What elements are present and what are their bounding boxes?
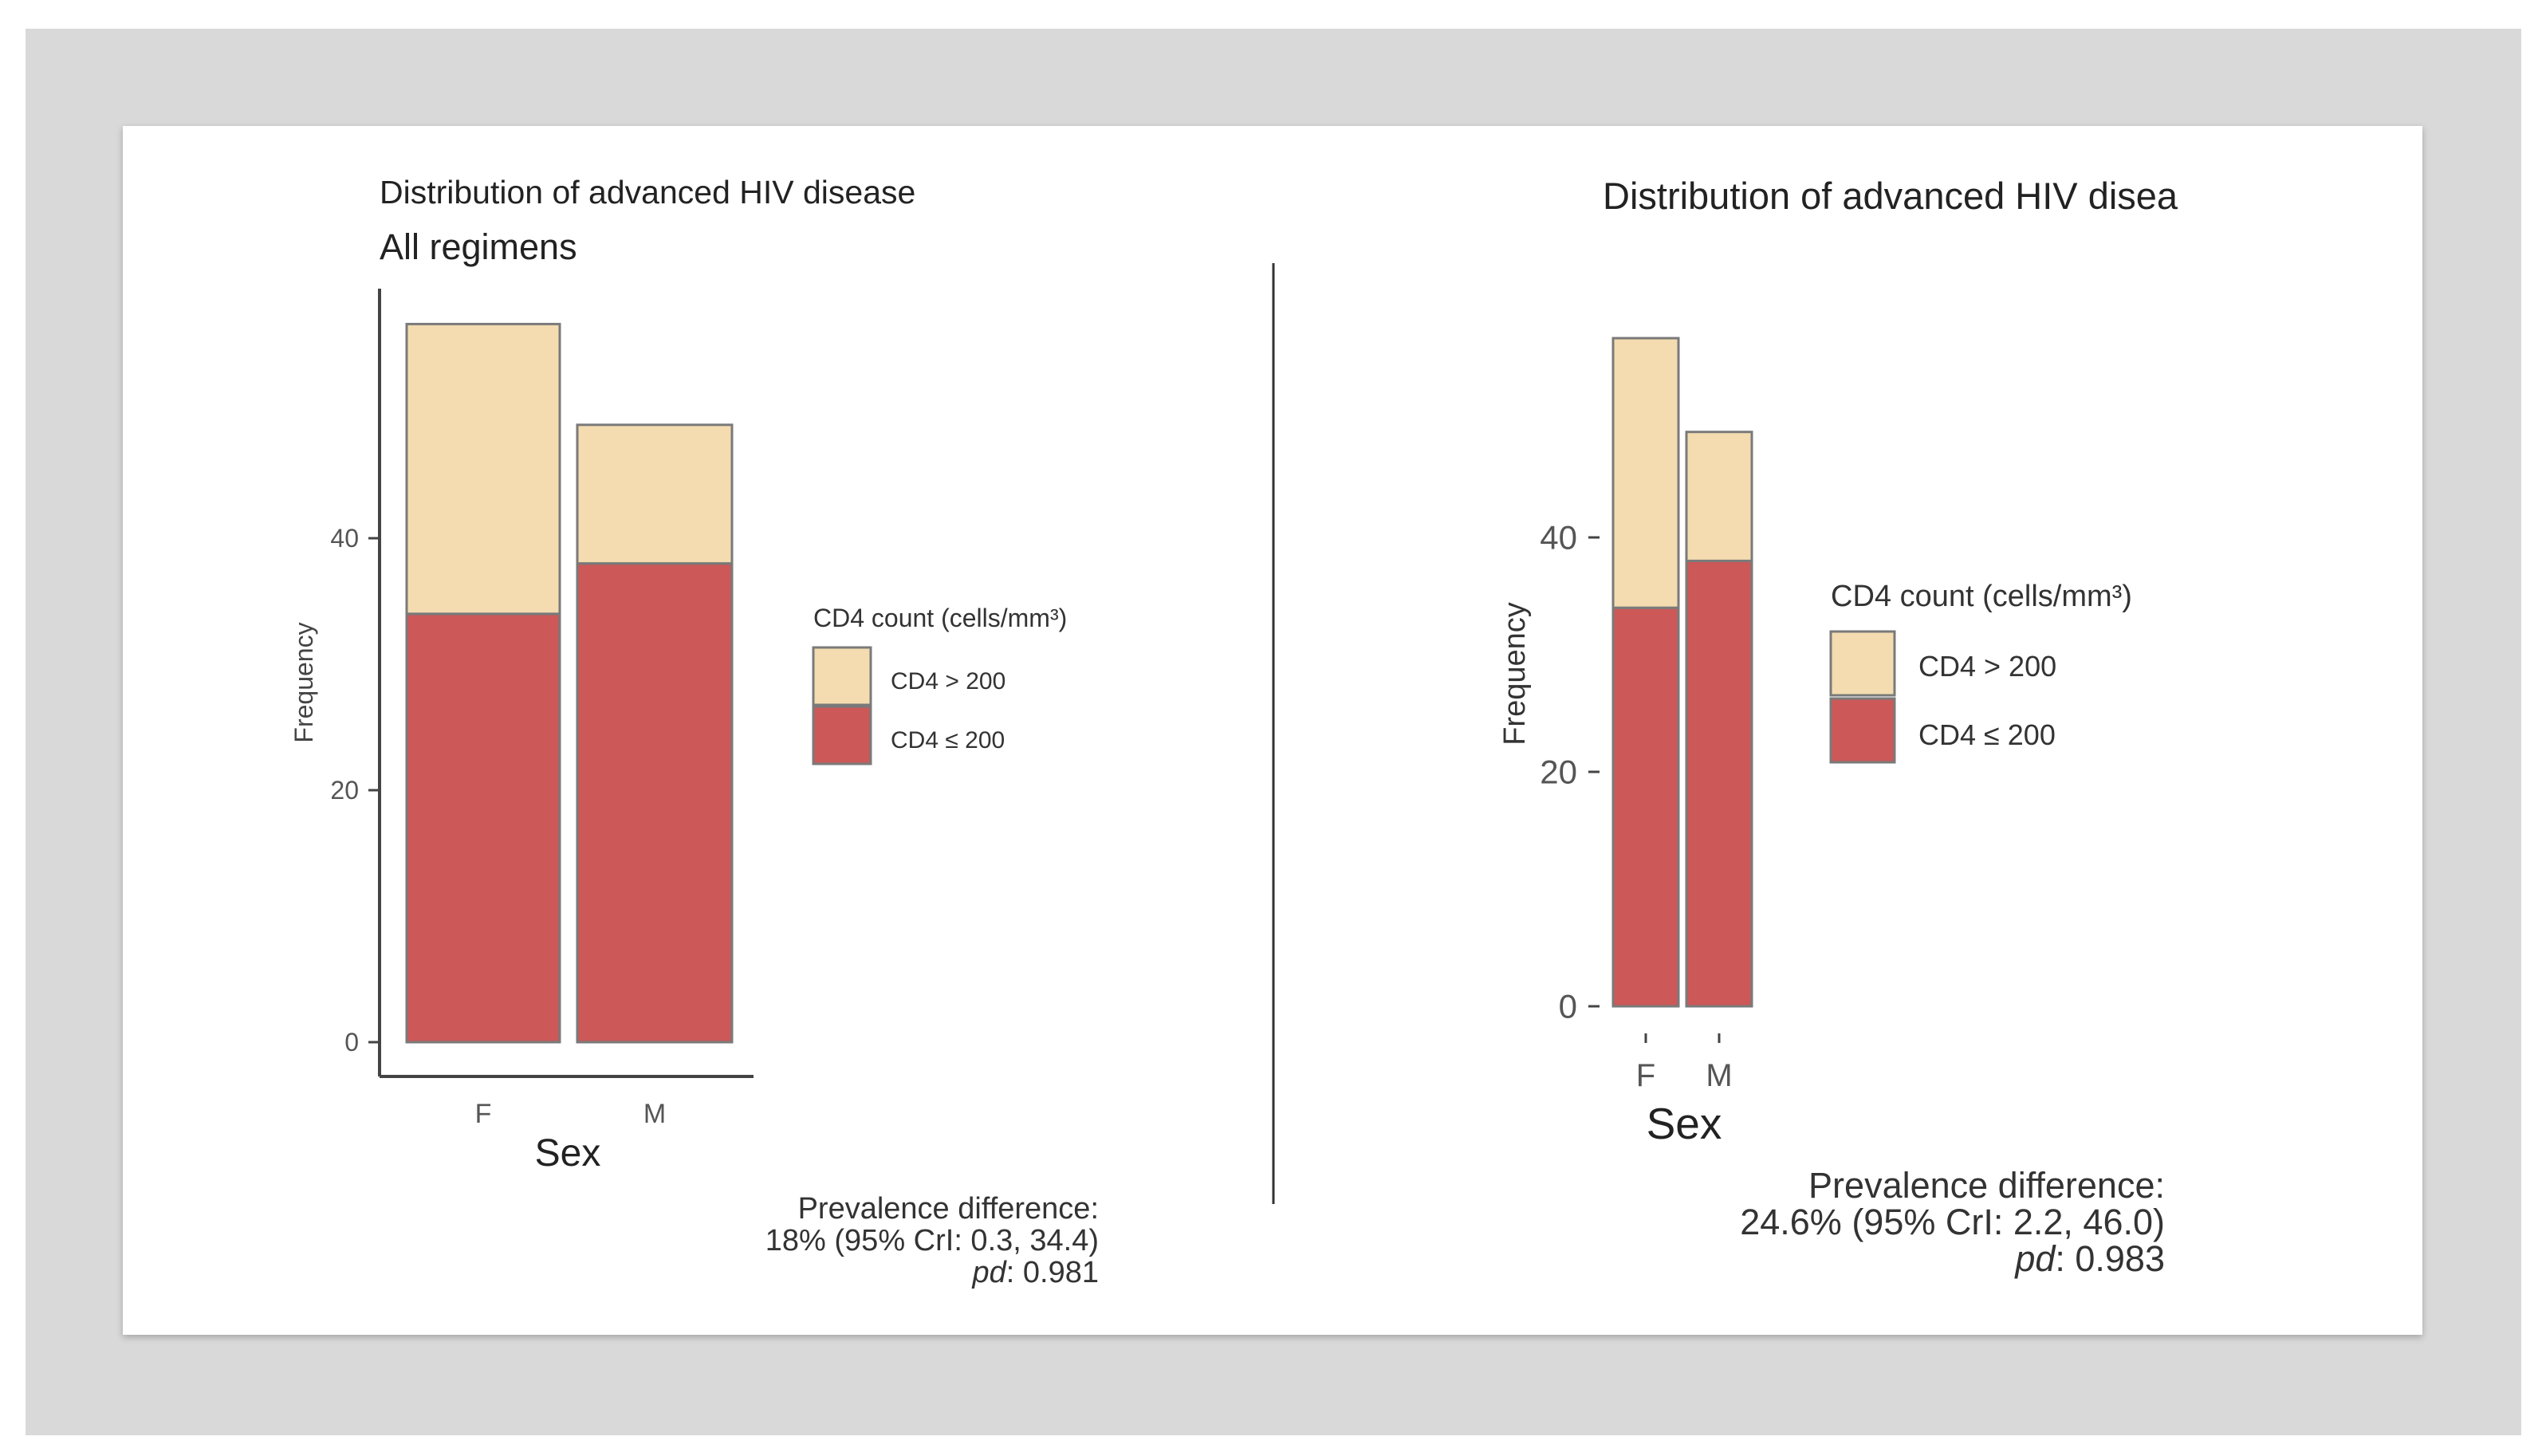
chart2-y-tick-label-40: 40	[1540, 519, 1577, 557]
chart1-y-tick-label-0: 0	[344, 1028, 359, 1057]
chart1-subtitle: All regimens	[380, 226, 577, 267]
chart2-y-axis-label: Frequency	[1498, 602, 1532, 746]
chart2-annotation-pd: pd: 0.983	[2013, 1238, 2165, 1279]
chart1-bar-m-cd4-high	[576, 423, 734, 565]
chart-marks: 0 20 40 F M 0 20 40 F M	[330, 289, 1896, 1129]
chart2-annotation-line2: 24.6% (95% CrI: 2.2, 46.0)	[1740, 1202, 2165, 1242]
chart2-legend-label-high: CD4 > 200	[1918, 650, 2056, 683]
chart1-y-axis-label: Frequency	[289, 622, 318, 742]
chart1-x-tick-label-m: M	[643, 1099, 666, 1129]
chart1-x-tick-label-f: F	[475, 1099, 492, 1129]
chart2-x-tick-label-f: F	[1636, 1058, 1655, 1093]
chart2-bar-m-cd4-low	[1685, 559, 1753, 1008]
chart1-annotation-pd: pd: 0.981	[972, 1256, 1100, 1289]
chart2-legend-key-high	[1829, 630, 1896, 697]
chart1-y-tick-label-40: 40	[330, 524, 359, 553]
chart1-bar-m-cd4-low	[576, 562, 734, 1044]
chart2-bar-f-cd4-high	[1611, 336, 1680, 609]
chart2-annotation-line1: Prevalence difference:	[1808, 1165, 2165, 1206]
chart2-pd-label: pd	[2013, 1238, 2056, 1279]
chart2-y-tick-label-0: 0	[1559, 988, 1577, 1025]
chart2-x-tick-label-m: M	[1706, 1058, 1732, 1093]
chart1-x-axis-label: Sex	[535, 1132, 601, 1175]
chart1-pd-label: pd	[972, 1256, 1008, 1289]
chart2-legend-title: CD4 count (cells/mm³)	[1831, 580, 2132, 613]
chart2-x-axis-label: Sex	[1647, 1099, 1722, 1148]
chart1-legend-key-high	[812, 646, 872, 706]
chart2-bar-m-cd4-high	[1685, 431, 1753, 562]
chart2-y-tick-label-20: 20	[1540, 754, 1577, 791]
chart1-legend-key-low	[812, 705, 872, 765]
chart2-legend-key-low	[1829, 697, 1896, 764]
chart1-bar-f-cd4-low	[405, 612, 561, 1044]
chart1-annotation-line2: 18% (95% CrI: 0.3, 34.4)	[765, 1224, 1099, 1257]
chart1-pd-value: : 0.981	[1006, 1256, 1099, 1289]
chart2-bar-f-cd4-low	[1611, 606, 1680, 1008]
chart1-legend-label-low: CD4 ≤ 200	[891, 727, 1005, 754]
chart1-annotation-line1: Prevalence difference:	[798, 1192, 1099, 1226]
chart2-title: Distribution of advanced HIV disea	[1603, 175, 2178, 217]
chart2-legend-label-low: CD4 ≤ 200	[1918, 718, 2056, 751]
chart1-legend-label-high: CD4 > 200	[891, 668, 1005, 695]
chart1-y-tick-label-20: 20	[330, 776, 359, 805]
chart1-legend-title: CD4 count (cells/mm³)	[813, 604, 1067, 632]
chart2-pd-value: : 0.983	[2055, 1238, 2165, 1279]
chart1-title: Distribution of advanced HIV disease	[380, 174, 915, 211]
chart1-bar-f-cd4-high	[405, 322, 561, 616]
